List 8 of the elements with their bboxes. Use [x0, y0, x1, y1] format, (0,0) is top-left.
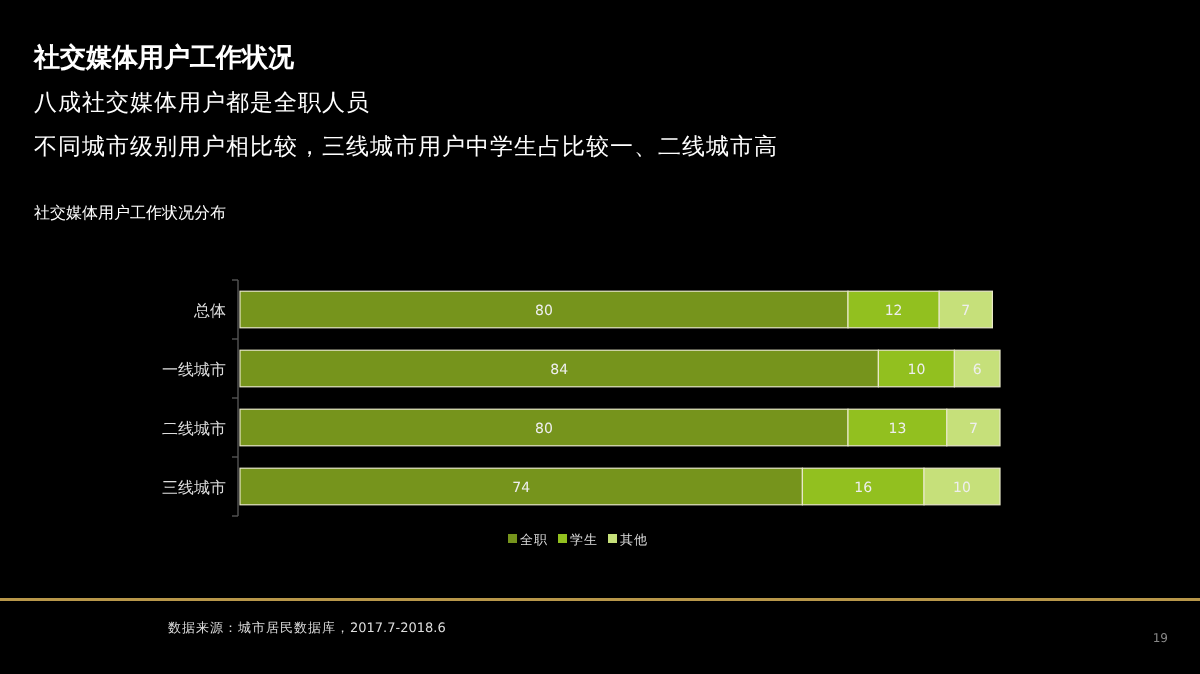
text: 不同城市级别用户相比较，三线城市用户中学生占比较一、二线城市高: [34, 132, 778, 160]
chart-title: 社交媒体用户工作状况: [32, 42, 296, 74]
y-tick-label: 二线城市: [162, 419, 226, 438]
y-tick-label: 三线城市: [162, 478, 226, 497]
y-tick-label: 一线城市: [162, 360, 226, 379]
chart-subtitle: 八成社交媒体用户都是全职人员: [34, 88, 370, 116]
text: 社交媒体用户工作状况分布: [34, 204, 226, 222]
y-tick-label: 总体: [192, 301, 226, 320]
